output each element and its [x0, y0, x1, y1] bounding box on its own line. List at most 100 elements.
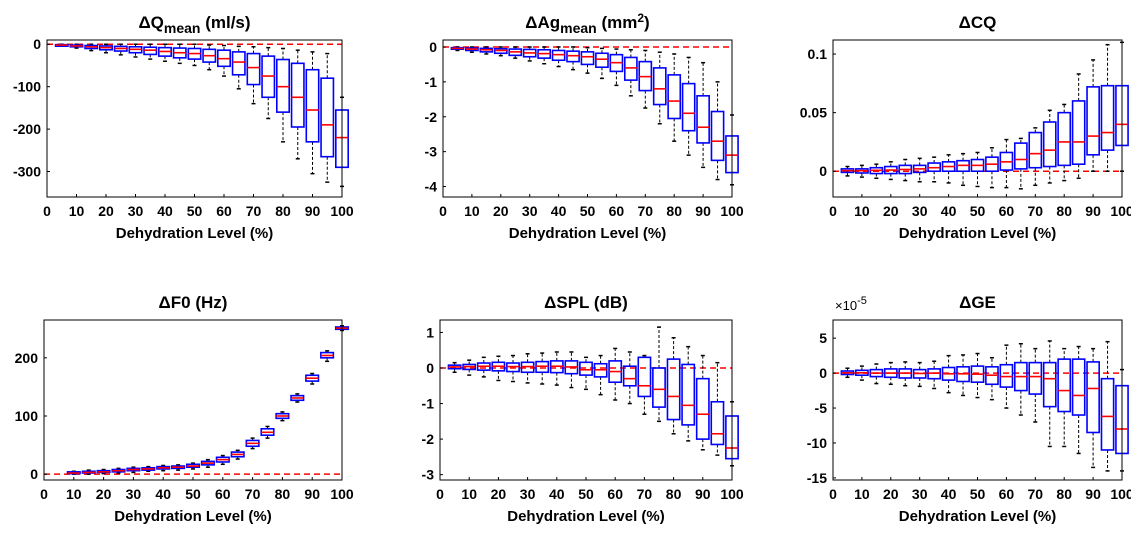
x-tick-label: 50	[578, 486, 594, 502]
x-tick-label: 100	[1110, 486, 1131, 502]
box-90	[305, 51, 320, 175]
box-10	[855, 164, 869, 178]
x-tick-label: 50	[970, 486, 986, 502]
box-75	[1042, 109, 1057, 184]
box-5	[54, 43, 69, 47]
box-60	[999, 138, 1014, 189]
box-40	[158, 43, 172, 62]
y-tick-label: 0	[819, 365, 827, 381]
box-iqr	[1100, 84, 1115, 151]
x-tick-label: 90	[305, 203, 321, 219]
chart-title: ΔCQ	[959, 13, 997, 32]
x-tick-label: 30	[912, 486, 928, 502]
box-iqr	[710, 110, 725, 162]
x-tick-label: 50	[580, 203, 596, 219]
box-10	[465, 46, 479, 53]
x-tick-label: 30	[522, 203, 538, 219]
box-20	[96, 468, 111, 475]
box-iqr	[1028, 131, 1043, 169]
box-90	[1086, 59, 1100, 172]
box-iqr	[1071, 358, 1086, 416]
x-tick-label: 40	[941, 203, 957, 219]
x-axis-label: Dehydration Level (%)	[899, 225, 1057, 242]
box-iqr	[622, 365, 637, 387]
box-50	[187, 43, 202, 67]
x-tick-label: 80	[1056, 203, 1072, 219]
y-tick-label: -3	[425, 144, 438, 160]
box-45	[171, 464, 186, 471]
y-tick-label: -300	[13, 164, 41, 180]
x-tick-label: 20	[883, 203, 899, 219]
box-iqr	[1057, 358, 1072, 413]
box-15	[476, 356, 491, 378]
y-tick-label: -5	[815, 400, 828, 416]
box-85	[681, 56, 696, 156]
x-tick-label: 80	[666, 486, 682, 502]
box-85	[290, 49, 305, 160]
box-40	[941, 154, 956, 184]
box-iqr	[1042, 361, 1057, 408]
chart-title: ΔSPL (dB)	[544, 293, 628, 312]
box-iqr	[1042, 121, 1057, 168]
box-40	[941, 354, 956, 394]
box-90	[695, 354, 710, 451]
x-tick-label: 30	[520, 486, 536, 502]
box-15	[869, 363, 884, 385]
box-20	[99, 43, 113, 54]
x-tick-label: 20	[98, 203, 114, 219]
box-70	[1028, 127, 1043, 187]
box-30	[128, 43, 143, 58]
box-40	[156, 464, 171, 472]
x-tick-label: 50	[970, 203, 986, 219]
panel-5: ΔSPL (dB)0 10 20 30 40 50 60 70 80 90 10010-1-2-3D…	[422, 293, 744, 525]
box-15	[479, 46, 494, 55]
box-65	[1013, 343, 1028, 416]
x-tick-label: 0	[43, 203, 51, 219]
box-iqr	[290, 62, 305, 128]
box-55	[985, 356, 999, 401]
box-30	[912, 361, 927, 388]
box-70	[245, 437, 260, 450]
x-tick-label: 60	[215, 486, 231, 502]
box-65	[1013, 137, 1028, 190]
box-60	[217, 44, 231, 77]
box-iqr	[695, 377, 710, 440]
y-tick-label: -1	[422, 396, 435, 412]
box-85	[1071, 345, 1086, 455]
box-85	[290, 393, 305, 403]
box-iqr	[623, 56, 638, 81]
box-80	[667, 53, 682, 142]
box-50	[185, 462, 201, 470]
box-95	[1100, 43, 1115, 172]
box-iqr	[1086, 361, 1100, 434]
x-tick-label: 90	[695, 203, 711, 219]
panel-6: ΔGE×10-50 10 20 30 40 50 60 70 80 90 10050-5-10-15…	[807, 293, 1131, 525]
y-tick-label: -4	[425, 179, 438, 195]
box-25	[113, 43, 128, 56]
box-80	[666, 337, 681, 435]
x-tick-label: 0	[829, 203, 837, 219]
box-iqr	[246, 52, 261, 86]
x-tick-label: 70	[245, 486, 261, 502]
y-tick-label: 0.05	[800, 105, 827, 121]
box-iqr	[681, 82, 696, 132]
y-tick-label: -200	[13, 121, 41, 137]
box-90	[305, 372, 320, 385]
x-tick-label: 10	[854, 203, 870, 219]
panel-1: ΔQmean (ml/s) 0 10 20 30 40 50 60 70 80 90 100 0 -100…	[13, 13, 354, 242]
x-tick-label: 40	[157, 203, 173, 219]
box-55	[202, 44, 217, 71]
x-tick-label: 10	[854, 486, 870, 502]
box-30	[520, 353, 535, 384]
x-tick-label: 40	[155, 486, 171, 502]
box-20	[883, 161, 898, 181]
y-tick-label: 0	[426, 360, 434, 376]
box-35	[143, 43, 158, 60]
box-iqr	[666, 358, 681, 421]
box-45	[956, 354, 970, 397]
x-tick-label: 50	[185, 486, 201, 502]
box-20	[491, 355, 506, 382]
box-20	[883, 361, 898, 386]
box-25	[506, 354, 520, 383]
box-95	[320, 350, 335, 363]
